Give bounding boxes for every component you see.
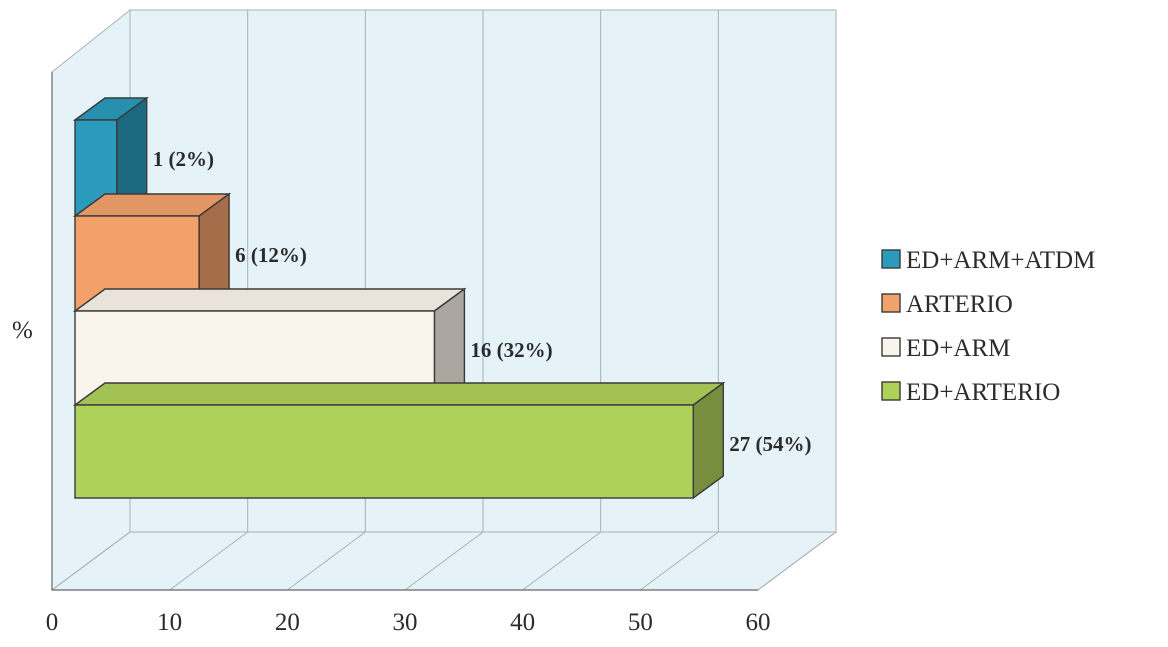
y-axis-unit-label: % [12, 317, 33, 344]
legend-swatch-ed-arterio [881, 381, 901, 401]
gridline-floor-50 [640, 531, 719, 591]
legend-label-ed-arm-atdm: ED+ARM+ATDM [906, 247, 1095, 274]
data-labels: 1 (2%) 6 (12%) 16 (32%) 27 (54%) [153, 147, 812, 456]
legend-label-arterio: ARTERIO [906, 291, 1013, 318]
x-tick-label-0: 0 [46, 609, 59, 636]
bars [72, 96, 726, 500]
x-tick-label-10: 10 [157, 609, 182, 636]
data-label-ed-arm-atdm: 1 (2%) [153, 147, 214, 171]
gridline-floor-60 [757, 531, 837, 591]
bar-top-ed-arm [72, 288, 467, 312]
gridline-floor-40 [522, 531, 601, 591]
legend-label-ed-arterio: ED+ARTERIO [906, 379, 1060, 406]
legend-label-ed-arm: ED+ARM [906, 335, 1010, 362]
bar-top-ed-arterio [72, 382, 726, 406]
gridline-floor-10 [169, 531, 248, 591]
x-axis: 0 10 20 30 40 50 60 [46, 72, 771, 636]
x-tick-label-30: 30 [393, 609, 418, 636]
gridline-floor-30 [404, 531, 484, 591]
x-tick-label-50: 50 [628, 609, 653, 636]
data-label-arterio: 6 (12%) [235, 243, 307, 267]
x-tick-label-40: 40 [510, 609, 535, 636]
legend-swatch-ed-arm [881, 337, 901, 357]
legend: ED+ARM+ATDM ARTERIO ED+ARM ED+ARTERIO [881, 247, 1095, 406]
bar-ed-arterio [74, 404, 694, 499]
legend-swatch-ed-arm-atdm [881, 249, 901, 269]
legend-swatch-arterio [881, 293, 901, 313]
data-label-ed-arm: 16 (32%) [470, 338, 552, 362]
x-tick-label-20: 20 [275, 609, 300, 636]
gridline-floor-20 [287, 531, 366, 591]
x-tick-label-60: 60 [746, 609, 771, 636]
gridline-floor-0 [51, 531, 131, 591]
data-label-ed-arterio: 27 (54%) [729, 432, 811, 456]
